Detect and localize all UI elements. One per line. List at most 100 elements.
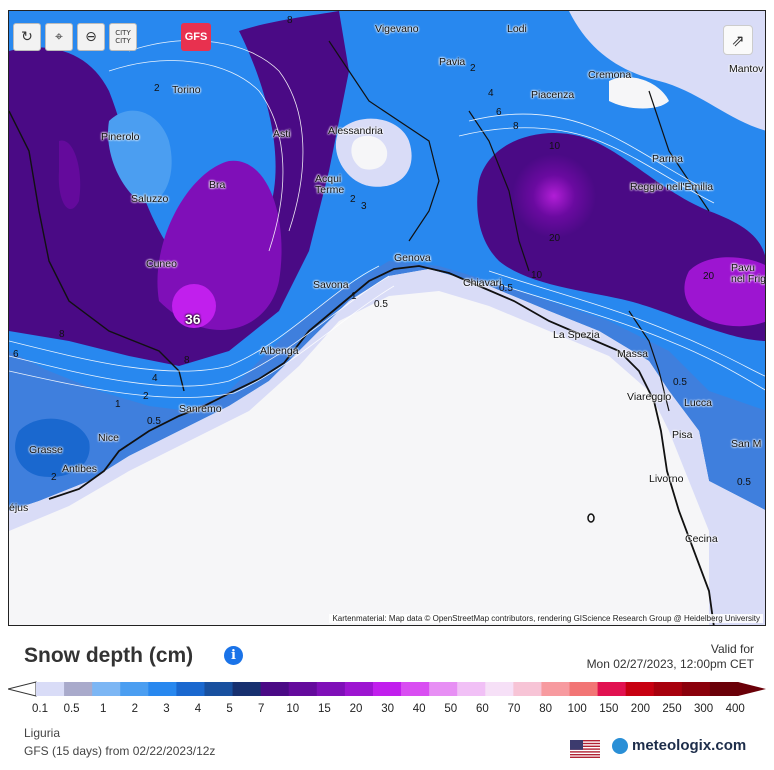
scale-swatch bbox=[260, 682, 290, 696]
scale-tick-label: 0.5 bbox=[63, 703, 80, 715]
scale-tick-label: 20 bbox=[349, 703, 363, 715]
peak-value-label: 36 bbox=[185, 311, 201, 327]
scale-tick-label: 2 bbox=[131, 703, 138, 715]
contour-label: 2 bbox=[470, 63, 476, 74]
scale-tick-label: 40 bbox=[412, 703, 426, 715]
contour-label: 8 bbox=[184, 355, 190, 366]
scale-tick-label: 1 bbox=[99, 703, 107, 715]
scale-swatch bbox=[120, 682, 149, 696]
city-label: San M bbox=[731, 438, 762, 450]
scale-swatch bbox=[625, 682, 655, 696]
scale-swatch bbox=[401, 682, 430, 696]
city-label: Viareggio bbox=[627, 391, 672, 403]
contour-label: 0.5 bbox=[147, 416, 161, 427]
contour-label: 8 bbox=[59, 329, 65, 340]
city-label: Vigevano bbox=[375, 23, 419, 35]
city-toggle-button[interactable]: CITY CITY bbox=[109, 23, 137, 51]
scale-swatch bbox=[92, 682, 121, 696]
contour-label: 3 bbox=[361, 201, 367, 212]
scale-max-arrow bbox=[738, 682, 766, 696]
city-label: Cuneo bbox=[146, 258, 177, 270]
contour-label: 10 bbox=[549, 141, 561, 152]
city-label: Chiavari bbox=[463, 277, 502, 289]
city-label: Alessandria bbox=[328, 125, 383, 137]
scale-swatch bbox=[541, 682, 571, 696]
city-label: Livorno bbox=[649, 473, 684, 485]
scale-tick-label: 100 bbox=[567, 703, 587, 715]
city-label: Pisa bbox=[672, 429, 693, 441]
refresh-icon: ↻ bbox=[21, 29, 33, 45]
zoom-out-icon: ⊖ bbox=[85, 29, 97, 45]
scale-swatch bbox=[457, 682, 486, 696]
contour-label: 0.5 bbox=[499, 283, 513, 294]
city-label: Antibes bbox=[62, 463, 98, 475]
city-label: Pavu nel Frig bbox=[731, 262, 766, 285]
scale-swatch bbox=[485, 682, 514, 696]
scale-swatch bbox=[681, 682, 711, 696]
city-label: Albenga bbox=[260, 345, 299, 357]
scale-tick-label: 250 bbox=[662, 703, 682, 715]
city-label: Reggio nell'Emilia bbox=[630, 181, 714, 193]
scale-tick-label: 150 bbox=[599, 703, 619, 715]
contour-label: 0.5 bbox=[673, 377, 687, 388]
city-label: Nice bbox=[98, 432, 120, 444]
city-label: Savona bbox=[313, 279, 349, 291]
us-flag-icon[interactable] bbox=[570, 740, 600, 758]
locate-button[interactable]: ⌖ bbox=[45, 23, 73, 51]
refresh-button[interactable]: ↻ bbox=[13, 23, 41, 51]
contour-label: 8 bbox=[513, 121, 519, 132]
scale-swatch bbox=[204, 682, 234, 696]
scale-swatch bbox=[36, 682, 65, 696]
city-label: Sanremo bbox=[179, 403, 222, 415]
scale-swatch bbox=[64, 682, 93, 696]
share-button[interactable]: ⇗ bbox=[723, 25, 753, 55]
city-label: Torino bbox=[172, 84, 201, 96]
city-label: Massa bbox=[617, 348, 648, 360]
contour-label: 1 bbox=[351, 291, 357, 302]
contour-label: 20 bbox=[703, 271, 715, 282]
scale-tick-label: 0.1 bbox=[32, 703, 48, 715]
contour-label: 6 bbox=[13, 349, 19, 360]
contour-label: 0.5 bbox=[737, 477, 751, 488]
model-run-label: GFS (15 days) from 02/22/2023/12z bbox=[24, 744, 216, 758]
city-label: éjus bbox=[9, 502, 29, 514]
city-label: Asti bbox=[273, 128, 291, 140]
scale-swatch bbox=[597, 682, 627, 696]
city-label: Saluzzo bbox=[131, 193, 169, 205]
brand-logo[interactable]: meteologix.com bbox=[612, 737, 746, 754]
map-canvas bbox=[9, 11, 765, 625]
map-attribution: Kartenmaterial: Map data © OpenStreetMap… bbox=[329, 614, 763, 623]
model-button[interactable]: GFS bbox=[181, 23, 211, 51]
brand-mark-icon bbox=[612, 737, 628, 754]
city-label: Pinerolo bbox=[101, 131, 140, 143]
city-label: La Spezia bbox=[553, 329, 600, 341]
scale-tick-label: 30 bbox=[381, 703, 394, 715]
city-label: Lucca bbox=[684, 397, 713, 409]
valid-time-block: Valid for Mon 02/27/2023, 12:00pm CET bbox=[587, 642, 754, 672]
scale-swatch bbox=[653, 682, 683, 696]
city-label: Grasse bbox=[29, 444, 63, 456]
scale-swatch bbox=[232, 682, 262, 696]
contour-label: 6 bbox=[496, 107, 502, 118]
scale-swatch bbox=[344, 682, 374, 696]
valid-for-label: Valid for bbox=[710, 642, 754, 656]
contour-label: 0.5 bbox=[374, 299, 388, 310]
region-label: Liguria bbox=[24, 726, 61, 740]
color-scale-bar bbox=[8, 681, 766, 697]
zoom-out-button[interactable]: ⊖ bbox=[77, 23, 105, 51]
scale-tick-label: 200 bbox=[630, 703, 650, 715]
map-pin-icon: ⌖ bbox=[55, 29, 63, 45]
contour-label: 4 bbox=[488, 88, 494, 99]
scale-swatch bbox=[709, 682, 739, 696]
brand-name: meteologix.com bbox=[632, 737, 747, 754]
scale-tick-label: 15 bbox=[317, 703, 331, 715]
snow-depth-map[interactable]: ↻ ⌖ ⊖ CITY CITY GFS ⇗ 36 Vigevano Lodi P… bbox=[8, 10, 766, 626]
info-icon[interactable]: i bbox=[224, 646, 243, 665]
contour-label: 8 bbox=[287, 15, 293, 26]
city-label: Cecina bbox=[685, 533, 718, 545]
city-label: Piacenza bbox=[531, 89, 575, 101]
contour-label: 2 bbox=[51, 472, 57, 483]
contour-label: 2 bbox=[143, 391, 149, 402]
scale-swatch bbox=[316, 682, 346, 696]
scale-tick-label: 5 bbox=[226, 703, 233, 715]
